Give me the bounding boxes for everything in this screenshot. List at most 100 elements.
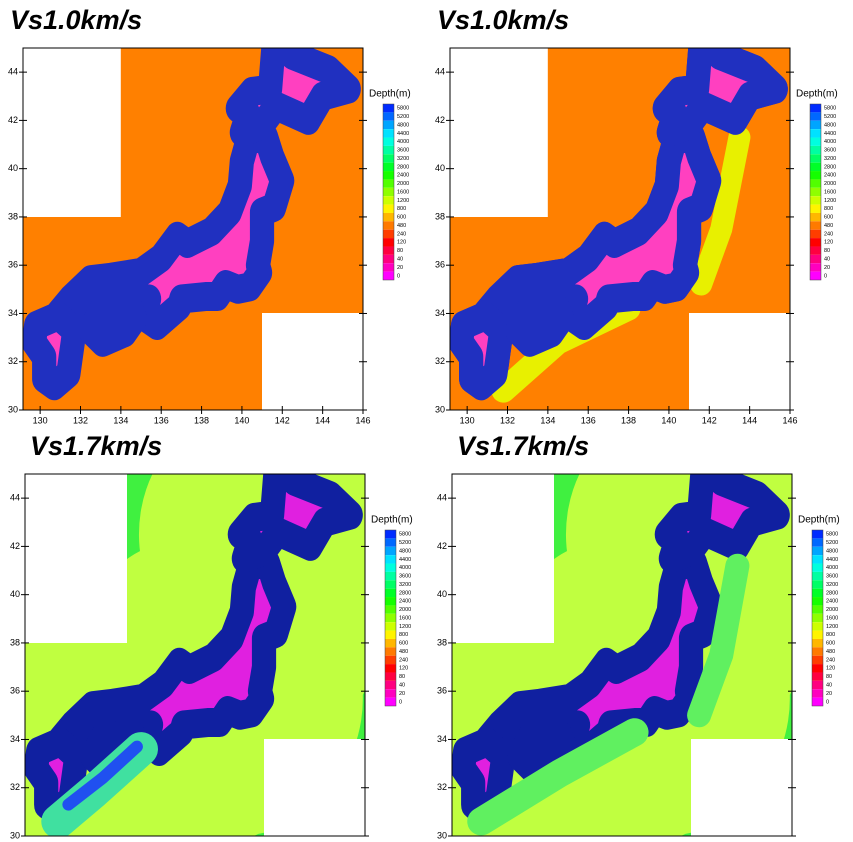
legend-label: 480 <box>826 649 835 655</box>
y-tick-label: 36 <box>8 260 18 270</box>
legend-swatch <box>383 138 394 146</box>
legend-label: 3600 <box>824 148 836 154</box>
legend-swatch <box>383 179 394 187</box>
y-tick-label: 44 <box>8 67 18 77</box>
legend-swatch <box>383 221 394 229</box>
legend-swatch <box>812 580 823 588</box>
legend-swatch <box>812 547 823 555</box>
x-tick-label: 134 <box>113 415 128 425</box>
legend-label: 600 <box>397 215 406 221</box>
legend-label: 2000 <box>826 607 838 613</box>
legend-swatch <box>385 589 396 597</box>
legend-label: 2400 <box>826 599 838 605</box>
y-tick-label: 32 <box>8 356 18 366</box>
legend-label: 20 <box>824 265 830 271</box>
legend-label: 0 <box>826 699 829 705</box>
legend-label: 4400 <box>826 557 838 563</box>
legend-swatch <box>385 547 396 555</box>
legend-label: 600 <box>826 641 835 647</box>
legend-label: 4400 <box>824 131 836 137</box>
legend-swatch <box>810 129 821 137</box>
legend-label: 80 <box>826 674 832 680</box>
legend-label: 1600 <box>826 615 838 621</box>
legend-swatch <box>385 572 396 580</box>
panel: Vs1.7km/s3032343638404244Depth(m)5800520… <box>437 431 840 840</box>
y-tick-label: 38 <box>435 211 445 221</box>
legend-swatch <box>383 146 394 154</box>
legend-label: 1200 <box>826 624 838 630</box>
legend-label: 4000 <box>824 139 836 145</box>
legend-swatch <box>383 196 394 204</box>
legend-label: 3200 <box>824 156 836 162</box>
legend-swatch <box>812 656 823 664</box>
legend-label: 1200 <box>824 198 836 204</box>
x-tick-label: 142 <box>275 415 290 425</box>
legend-swatch <box>385 656 396 664</box>
legend-label: 5800 <box>397 106 409 112</box>
legend-label: 3600 <box>399 574 411 580</box>
legend-label: 120 <box>397 240 406 246</box>
legend-label: 80 <box>397 248 403 254</box>
x-tick-label: 138 <box>194 415 209 425</box>
legend-swatch <box>385 672 396 680</box>
legend-swatch <box>810 272 821 280</box>
panel-title: Vs1.7km/s <box>30 431 162 461</box>
legend-label: 4000 <box>826 565 838 571</box>
legend-label: 240 <box>826 657 835 663</box>
legend-title: Depth(m) <box>798 515 840 526</box>
legend-label: 2000 <box>397 181 409 187</box>
legend-label: 0 <box>397 273 400 279</box>
legend-swatch <box>385 597 396 605</box>
map-layer <box>25 464 365 836</box>
legend-swatch <box>385 639 396 647</box>
legend-swatch <box>812 622 823 630</box>
legend-swatch <box>810 171 821 179</box>
y-tick-label: 44 <box>435 67 445 77</box>
legend-swatch <box>383 163 394 171</box>
legend-swatch <box>810 188 821 196</box>
legend-label: 800 <box>399 632 408 638</box>
x-tick-label: 134 <box>540 415 555 425</box>
legend-swatch <box>385 681 396 689</box>
x-tick-label: 132 <box>500 415 515 425</box>
legend-swatch <box>385 689 396 697</box>
legend-label: 40 <box>826 683 832 689</box>
legend-swatch <box>812 689 823 697</box>
map-layer <box>452 464 792 836</box>
legend-swatch <box>810 112 821 120</box>
legend-swatch <box>812 698 823 706</box>
legend-swatch <box>385 555 396 563</box>
legend-swatch <box>385 538 396 546</box>
legend-label: 5800 <box>824 106 836 112</box>
y-tick-label: 38 <box>437 637 447 647</box>
legend-swatch <box>385 698 396 706</box>
y-tick-label: 30 <box>437 830 447 840</box>
legend-swatch <box>812 672 823 680</box>
legend-label: 800 <box>824 206 833 212</box>
legend-swatch <box>383 121 394 129</box>
y-tick-label: 36 <box>435 260 445 270</box>
legend-label: 3200 <box>399 582 411 588</box>
y-tick-label: 30 <box>8 404 18 414</box>
x-tick-label: 136 <box>581 415 596 425</box>
legend-swatch <box>810 205 821 213</box>
x-tick-label: 138 <box>621 415 636 425</box>
legend-swatch <box>383 112 394 120</box>
panel-title: Vs1.0km/s <box>437 5 569 35</box>
y-tick-label: 34 <box>10 734 20 744</box>
legend-label: 5200 <box>824 114 836 120</box>
panel-title: Vs1.0km/s <box>10 5 142 35</box>
legend-label: 4000 <box>399 565 411 571</box>
y-tick-label: 32 <box>435 356 445 366</box>
y-tick-label: 42 <box>10 541 20 551</box>
legend-swatch <box>812 664 823 672</box>
legend-label: 240 <box>397 231 406 237</box>
legend-label: 20 <box>399 691 405 697</box>
x-tick-label: 130 <box>33 415 48 425</box>
panel: Vs1.0km/s3032343638404244130132134136138… <box>435 5 838 425</box>
legend-label: 800 <box>397 206 406 212</box>
legend-label: 480 <box>397 223 406 229</box>
legend-label: 120 <box>824 240 833 246</box>
legend-swatch <box>383 272 394 280</box>
map <box>450 38 790 410</box>
